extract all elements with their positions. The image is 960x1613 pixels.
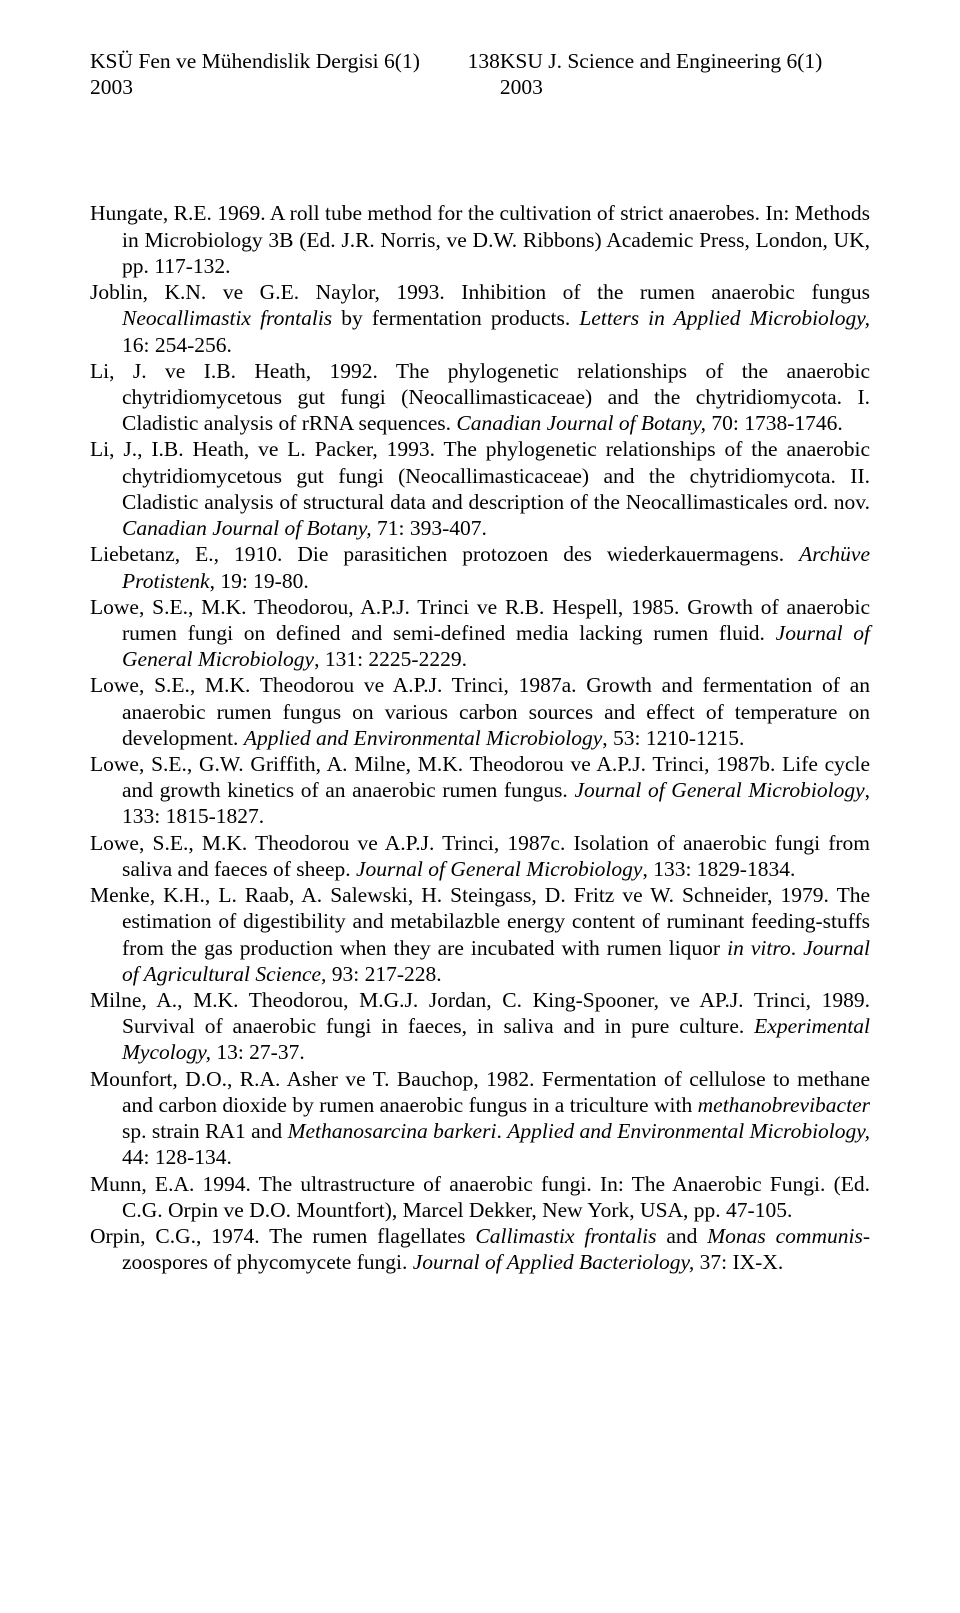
references-list: Hungate, R.E. 1969. A roll tube method f… [90, 200, 870, 1275]
reference-entry: Milne, A., M.K. Theodorou, M.G.J. Jordan… [90, 987, 870, 1066]
reference-text: by fermentation products. [332, 306, 579, 330]
reference-text: Joblin, K.N. ve G.E. Naylor, 1993. Inhib… [90, 280, 870, 304]
reference-italic-text: Canadian Journal of Botany, [122, 516, 372, 540]
reference-text: 44: 128-134. [122, 1145, 232, 1169]
reference-entry: Lowe, S.E., M.K. Theodorou ve A.P.J. Tri… [90, 672, 870, 751]
reference-text: 16: 254-256. [122, 333, 232, 357]
reference-text: . [496, 1119, 507, 1143]
reference-entry: Mounfort, D.O., R.A. Asher ve T. Bauchop… [90, 1066, 870, 1171]
header-journal-right: KSU J. Science and Engineering 6(1) 2003 [500, 48, 870, 100]
reference-text: Hungate, R.E. 1969. A roll tube method f… [90, 201, 870, 277]
reference-entry: Li, J. ve I.B. Heath, 1992. The phylogen… [90, 358, 870, 437]
reference-italic-text: Neocallimastix frontalis [122, 306, 332, 330]
reference-italic-text: Canadian Journal of Botany, [456, 411, 706, 435]
reference-text: and [656, 1224, 707, 1248]
reference-text: Liebetanz, E., 1910. Die parasitichen pr… [90, 542, 799, 566]
reference-entry: Orpin, C.G., 1974. The rumen flagellates… [90, 1223, 870, 1275]
reference-text: , 131: 2225-2229. [314, 647, 467, 671]
reference-entry: Joblin, K.N. ve G.E. Naylor, 1993. Inhib… [90, 279, 870, 358]
reference-entry: Li, J., I.B. Heath, ve L. Packer, 1993. … [90, 436, 870, 541]
reference-italic-text: Applied and Environmental Microbiology [244, 726, 602, 750]
header-journal-left: KSÜ Fen ve Mühendislik Dergisi 6(1) 2003 [90, 48, 468, 100]
reference-text: 70: 1738-1746. [706, 411, 843, 435]
reference-italic-text: Callimastix frontalis [475, 1224, 656, 1248]
reference-text: Li, J., I.B. Heath, ve L. Packer, 1993. … [90, 437, 870, 513]
reference-entry: Menke, K.H., L. Raab, A. Salewski, H. St… [90, 882, 870, 987]
reference-text: , 53: 1210-1215. [602, 726, 744, 750]
reference-italic-text: in vitro [727, 936, 791, 960]
reference-italic-text: methanobrevibacter [698, 1093, 870, 1117]
reference-entry: Munn, E.A. 1994. The ultrastructure of a… [90, 1171, 870, 1223]
reference-text: 37: IX-X. [694, 1250, 783, 1274]
reference-text: Lowe, S.E., M.K. Theodorou, A.P.J. Trinc… [90, 595, 870, 645]
reference-entry: Hungate, R.E. 1969. A roll tube method f… [90, 200, 870, 279]
reference-italic-text: Journal of General Microbiology [356, 857, 642, 881]
reference-italic-text: Monas communis [707, 1224, 863, 1248]
reference-italic-text: Journal of Applied Bacteriology, [413, 1250, 694, 1274]
reference-text: Orpin, C.G., 1974. The rumen flagellates [90, 1224, 475, 1248]
reference-text: 71: 393-407. [372, 516, 487, 540]
reference-text: . [791, 936, 803, 960]
reference-text: 13: 27-37. [211, 1040, 305, 1064]
reference-italic-text: Methanosarcina barkeri [288, 1119, 497, 1143]
reference-text: , 133: 1829-1834. [642, 857, 795, 881]
reference-text: 93: 217-228. [326, 962, 441, 986]
reference-entry: Lowe, S.E., G.W. Griffith, A. Milne, M.K… [90, 751, 870, 830]
reference-entry: Lowe, S.E., M.K. Theodorou, A.P.J. Trinc… [90, 594, 870, 673]
reference-italic-text: Applied and Environmental Microbiology, [507, 1119, 870, 1143]
reference-text: Munn, E.A. 1994. The ultrastructure of a… [90, 1172, 870, 1222]
reference-text: Milne, A., M.K. Theodorou, M.G.J. Jordan… [90, 988, 870, 1038]
reference-italic-text: Letters in Applied Microbiology, [579, 306, 870, 330]
reference-italic-text: Journal of General Microbiology [574, 778, 864, 802]
header-page-number: 138 [468, 48, 500, 74]
page-header: KSÜ Fen ve Mühendislik Dergisi 6(1) 2003… [90, 48, 870, 100]
reference-entry: Liebetanz, E., 1910. Die parasitichen pr… [90, 541, 870, 593]
reference-text: , 19: 19-80. [210, 569, 309, 593]
reference-entry: Lowe, S.E., M.K. Theodorou ve A.P.J. Tri… [90, 830, 870, 882]
reference-text: sp. strain RA1 and [122, 1119, 288, 1143]
